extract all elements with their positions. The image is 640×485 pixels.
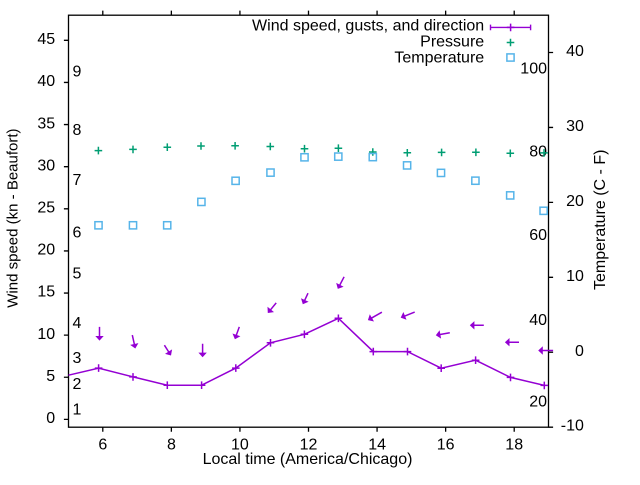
- svg-text:Temperature: Temperature: [394, 50, 484, 67]
- svg-text:1: 1: [73, 401, 82, 418]
- svg-text:20: 20: [566, 193, 584, 210]
- svg-text:0: 0: [575, 343, 584, 360]
- svg-text:8: 8: [73, 122, 82, 139]
- svg-text:2: 2: [73, 376, 82, 393]
- svg-text:Temperature (C - F): Temperature (C - F): [592, 150, 609, 290]
- svg-text:Wind speed (kn - Beaufort): Wind speed (kn - Beaufort): [5, 128, 22, 307]
- svg-text:60: 60: [529, 227, 547, 244]
- svg-text:40: 40: [566, 43, 584, 60]
- svg-text:40: 40: [37, 73, 55, 90]
- svg-text:100: 100: [520, 60, 547, 77]
- svg-text:14: 14: [368, 436, 386, 453]
- svg-text:25: 25: [37, 200, 55, 217]
- svg-text:10: 10: [231, 436, 249, 453]
- svg-text:5: 5: [46, 368, 55, 385]
- svg-text:20: 20: [529, 394, 547, 411]
- svg-text:0: 0: [46, 410, 55, 427]
- svg-text:Pressure: Pressure: [420, 34, 484, 51]
- svg-text:10: 10: [566, 268, 584, 285]
- svg-text:18: 18: [505, 436, 523, 453]
- svg-text:30: 30: [566, 118, 584, 135]
- svg-text:4: 4: [73, 315, 82, 332]
- svg-text:5: 5: [73, 265, 82, 282]
- svg-text:16: 16: [437, 436, 455, 453]
- svg-text:-10: -10: [561, 418, 584, 435]
- svg-text:6: 6: [98, 436, 107, 453]
- svg-text:12: 12: [300, 436, 318, 453]
- svg-text:40: 40: [529, 312, 547, 329]
- svg-text:Local time (America/Chicago): Local time (America/Chicago): [203, 451, 413, 468]
- svg-text:15: 15: [37, 284, 55, 301]
- svg-text:30: 30: [37, 157, 55, 174]
- svg-text:10: 10: [37, 326, 55, 343]
- svg-text:6: 6: [73, 224, 82, 241]
- svg-text:3: 3: [73, 350, 82, 367]
- svg-text:8: 8: [167, 436, 176, 453]
- svg-text:20: 20: [37, 242, 55, 259]
- svg-text:9: 9: [73, 64, 82, 81]
- svg-text:80: 80: [529, 144, 547, 161]
- svg-text:Wind speed, gusts, and directi: Wind speed, gusts, and direction: [252, 17, 484, 34]
- svg-text:45: 45: [37, 31, 55, 48]
- svg-text:35: 35: [37, 115, 55, 132]
- svg-text:7: 7: [73, 172, 82, 189]
